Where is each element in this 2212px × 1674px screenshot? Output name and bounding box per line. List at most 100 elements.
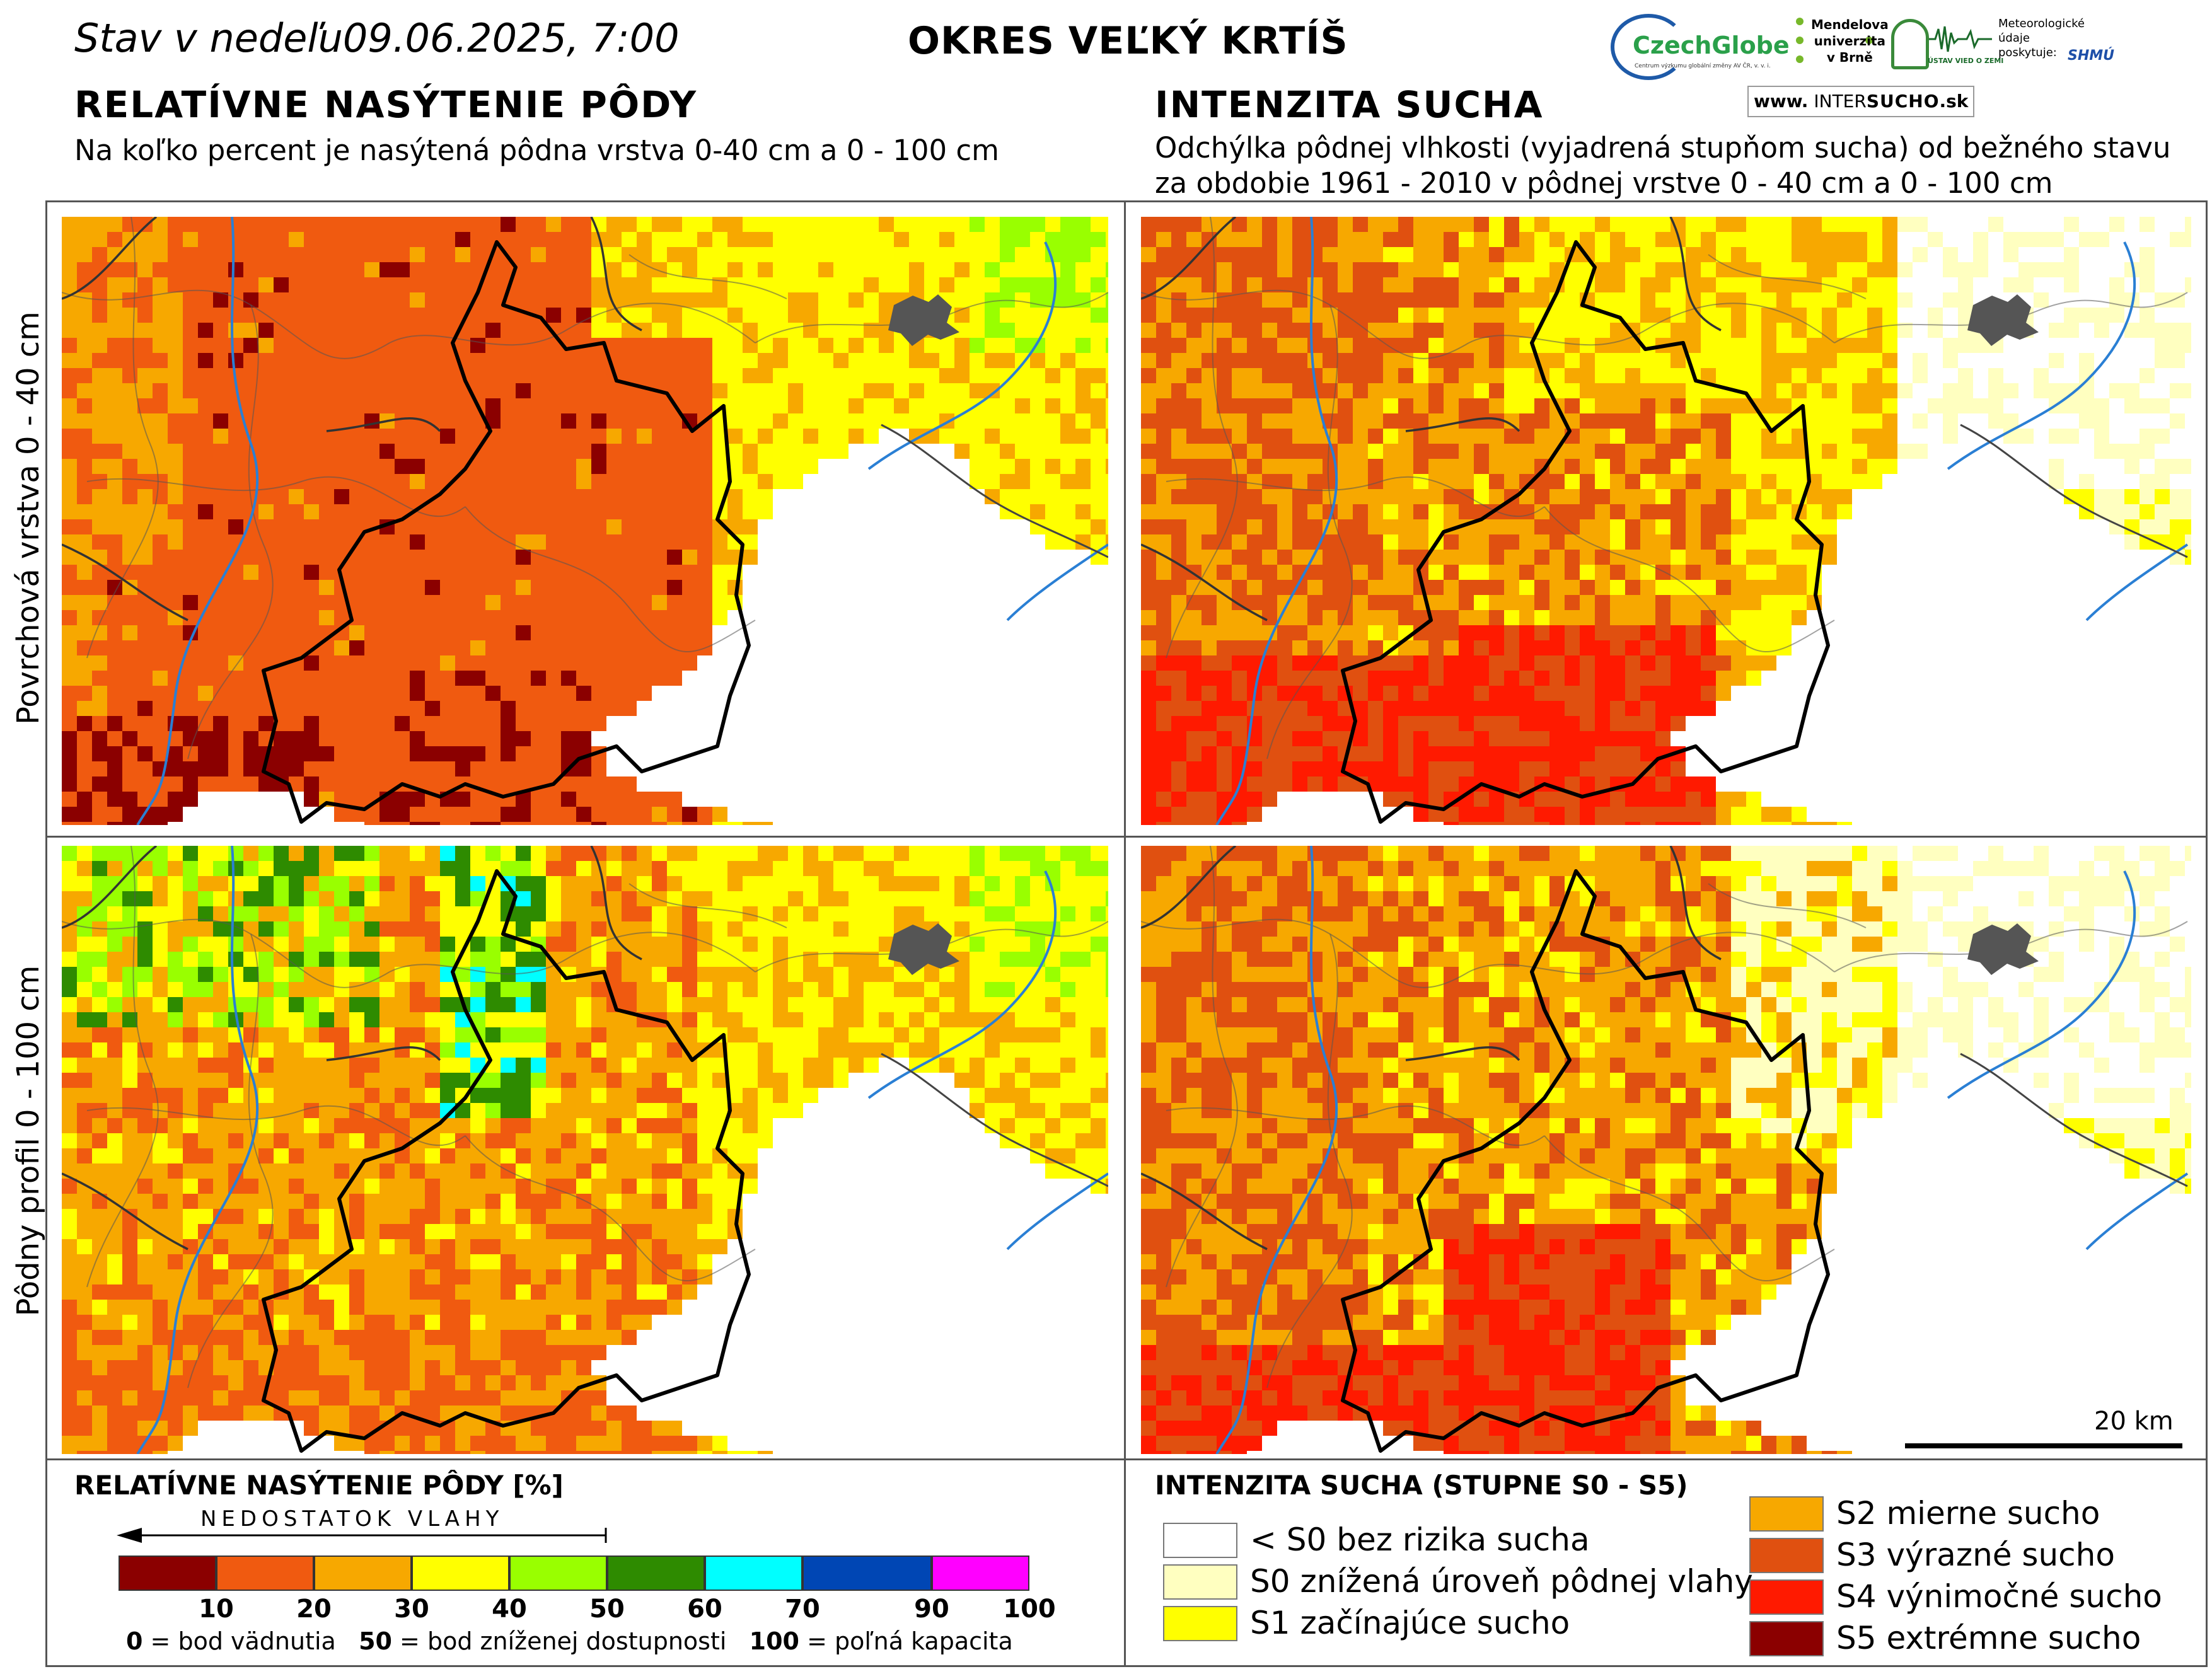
- map-raster-cell: [1045, 489, 1061, 505]
- map-raster-cell: [1761, 277, 1777, 293]
- map-raster-cell: [243, 277, 259, 293]
- map-raster-cell: [758, 474, 773, 490]
- map-raster-cell: [485, 640, 501, 656]
- map-raster-cell: [304, 731, 320, 747]
- map-raster-cell: [228, 822, 244, 825]
- map-raster-cell: [1958, 565, 1974, 580]
- map-raster-cell: [1595, 610, 1611, 626]
- map-raster-cell: [198, 444, 214, 459]
- map-raster-cell: [1075, 398, 1091, 414]
- map-raster-cell: [2109, 489, 2125, 505]
- map-raster-cell: [1822, 459, 1838, 475]
- map-raster-cell: [1323, 655, 1338, 671]
- map-raster-cell: [92, 640, 108, 656]
- map-raster-cell: [304, 247, 320, 263]
- map-raster-cell: [1988, 232, 2004, 248]
- map-raster-cell: [1368, 565, 1384, 580]
- map-raster-cell: [1030, 655, 1046, 671]
- map-raster-cell: [1686, 247, 1701, 263]
- map-raster-cell: [1655, 413, 1671, 429]
- map-raster-cell: [1338, 580, 1353, 596]
- map-raster-cell: [637, 429, 652, 444]
- map-raster-cell: [1106, 368, 1108, 384]
- map-raster-cell: [379, 671, 395, 686]
- map-raster-cell: [1731, 308, 1747, 323]
- map-raster-cell: [970, 519, 985, 535]
- map-raster-cell: [1307, 262, 1323, 278]
- map-raster-cell: [153, 353, 168, 369]
- map-raster-cell: [349, 459, 365, 475]
- map-raster-cell: [954, 232, 970, 248]
- map-raster-cell: [1595, 565, 1611, 580]
- map-raster-cell: [349, 686, 365, 701]
- map-raster-cell: [107, 368, 123, 384]
- intersucho-link[interactable]: www. INTERSUCHO.sk: [1747, 86, 1974, 117]
- map-raster-cell: [697, 701, 713, 717]
- map-raster-cell: [1867, 232, 1883, 248]
- map-raster-cell: [682, 822, 698, 825]
- map-raster-cell: [1655, 232, 1671, 248]
- map-raster-cell: [727, 504, 743, 520]
- map-raster-cell: [1837, 534, 1853, 550]
- map-raster-cell: [107, 807, 123, 823]
- map-raster-cell: [788, 292, 804, 308]
- map-raster-cell: [364, 534, 380, 550]
- map-raster-cell: [153, 610, 168, 626]
- map-raster-cell: [1000, 353, 1016, 369]
- map-raster-cell: [1217, 308, 1232, 323]
- map-raster-cell: [425, 807, 441, 823]
- map-raster-cell: [591, 459, 607, 475]
- map-raster-cell: [743, 444, 758, 459]
- map-raster-cell: [879, 534, 895, 550]
- map-raster-cell: [2185, 550, 2191, 565]
- map-raster-cell: [1489, 550, 1505, 565]
- map-raster-cell: [2094, 413, 2110, 429]
- map-drought-topsoil: [1141, 217, 2191, 825]
- map-raster-cell: [1045, 655, 1061, 671]
- map-raster-cell: [833, 308, 849, 323]
- map-raster-cell: [2155, 368, 2170, 384]
- map-raster-cell: [1398, 474, 1414, 490]
- map-raster-cell: [682, 701, 698, 717]
- map-raster-cell: [455, 686, 471, 701]
- map-raster-cell: [1060, 323, 1076, 338]
- map-raster-cell: [1882, 247, 1898, 263]
- map-raster-cell: [1474, 610, 1490, 626]
- map-raster-cell: [1565, 368, 1580, 384]
- map-raster-cell: [137, 746, 153, 762]
- map-raster-cell: [1106, 323, 1108, 338]
- map-raster-cell: [198, 671, 214, 686]
- map-raster-cell: [213, 474, 229, 490]
- map-raster-cell: [1716, 474, 1732, 490]
- map-raster-cell: [183, 686, 199, 701]
- map-raster-cell: [153, 217, 168, 233]
- map-raster-cell: [1973, 217, 1989, 233]
- map-raster-cell: [274, 429, 289, 444]
- map-raster-cell: [652, 398, 668, 414]
- map-raster-cell: [77, 474, 93, 490]
- map-raster-cell: [501, 731, 516, 747]
- map-raster-cell: [833, 792, 849, 807]
- map-raster-cell: [803, 746, 819, 762]
- map-raster-cell: [304, 746, 320, 762]
- map-raster-cell: [2140, 610, 2155, 626]
- map-raster-cell: [727, 368, 743, 384]
- map-raster-cell: [334, 217, 350, 233]
- map-raster-cell: [1292, 625, 1308, 641]
- map-raster-cell: [364, 398, 380, 414]
- map-raster-cell: [1671, 580, 1686, 596]
- map-raster-cell: [743, 429, 758, 444]
- map-raster-cell: [1565, 323, 1580, 338]
- map-raster-cell: [864, 746, 879, 762]
- map-raster-cell: [2003, 550, 2019, 565]
- meteo-provider-text: Meteorologické údaje poskytuje:: [1998, 16, 2085, 60]
- map-raster-cell: [939, 792, 955, 807]
- map-raster-cell: [470, 792, 486, 807]
- map-raster-cell: [243, 625, 259, 641]
- map-raster-cell: [622, 308, 637, 323]
- map-raster-cell: [985, 459, 1000, 475]
- map-raster-cell: [1247, 262, 1263, 278]
- map-raster-cell: [1474, 368, 1490, 384]
- map-raster-cell: [1504, 595, 1520, 611]
- map-raster-cell: [531, 792, 547, 807]
